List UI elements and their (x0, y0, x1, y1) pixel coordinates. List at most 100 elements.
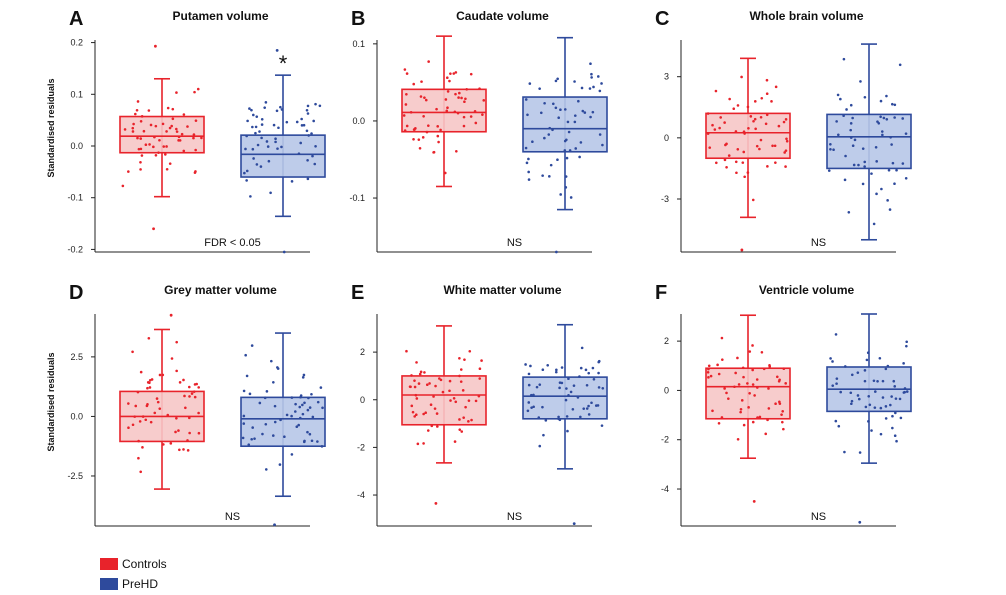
data-point (249, 195, 252, 198)
data-point (849, 122, 853, 125)
data-point (314, 102, 317, 106)
data-point (739, 410, 742, 414)
data-point (771, 144, 774, 148)
data-point (881, 133, 884, 137)
data-point (458, 374, 461, 378)
data-point (186, 125, 189, 128)
legend-swatch-controls (100, 558, 118, 570)
data-point (711, 409, 714, 413)
y-tick-label: 0.1 (70, 89, 83, 99)
data-point (197, 431, 201, 435)
data-point (578, 155, 581, 159)
data-point (767, 407, 771, 410)
data-point (737, 383, 741, 386)
box-prehd (240, 48, 326, 254)
significance-annotation: NS (811, 237, 826, 249)
data-point (441, 390, 445, 394)
data-point (842, 114, 845, 118)
data-point (263, 396, 267, 400)
data-point (430, 424, 434, 428)
data-point (850, 373, 854, 377)
data-point (136, 136, 139, 140)
data-point (319, 386, 323, 389)
data-point (780, 413, 783, 416)
data-point (248, 107, 251, 110)
data-point (601, 387, 605, 390)
data-point (294, 410, 297, 413)
data-point (139, 370, 143, 374)
data-point (753, 117, 757, 121)
panel-letter: B (351, 8, 365, 30)
panel-b: 0.1 0.0 -0.1 B Caudate volume NS (349, 8, 608, 254)
data-point (857, 163, 860, 167)
data-point (274, 137, 277, 141)
data-point (746, 105, 750, 109)
data-point (175, 127, 178, 131)
data-point (306, 177, 310, 181)
box-iqr (522, 96, 608, 153)
data-point (557, 116, 560, 120)
box-controls (705, 57, 791, 252)
data-point (717, 372, 721, 376)
data-point (188, 431, 191, 435)
data-point (300, 124, 304, 127)
box-controls (401, 35, 487, 188)
data-point (448, 379, 452, 383)
data-point (298, 416, 302, 420)
data-point (244, 147, 247, 151)
data-point (774, 402, 777, 406)
data-point (273, 420, 277, 424)
data-point (597, 75, 600, 78)
data-point (573, 114, 577, 117)
data-point (587, 413, 591, 416)
data-point (454, 400, 458, 404)
data-point (526, 113, 529, 117)
data-point (310, 439, 314, 443)
data-point (458, 356, 461, 360)
data-point (872, 379, 876, 383)
data-point (875, 160, 878, 163)
data-point (464, 405, 467, 409)
data-point (585, 383, 589, 387)
data-point (765, 92, 769, 96)
data-point (272, 380, 275, 384)
data-point (758, 147, 761, 151)
data-point (255, 163, 259, 166)
data-point (582, 407, 586, 410)
data-point (165, 130, 168, 133)
data-point (200, 136, 203, 140)
data-point (245, 169, 249, 173)
data-point (444, 98, 448, 101)
data-point (784, 382, 787, 385)
data-point (556, 77, 559, 81)
data-point (455, 149, 458, 153)
data-point (414, 413, 418, 417)
data-point (469, 115, 473, 118)
data-point (863, 160, 867, 164)
data-point (241, 436, 245, 440)
data-point (884, 417, 888, 420)
data-point (751, 420, 755, 424)
data-point (568, 149, 572, 152)
data-point (260, 136, 263, 140)
data-point (467, 420, 470, 423)
data-point (849, 128, 852, 132)
data-point (265, 140, 269, 143)
data-point (170, 357, 174, 360)
data-point (140, 154, 144, 157)
data-point (453, 110, 457, 114)
data-point (893, 434, 897, 438)
data-point (713, 128, 717, 131)
data-point (903, 387, 907, 390)
data-point (255, 115, 259, 118)
data-point (178, 381, 182, 384)
data-point (557, 417, 560, 421)
y-tick-label: 0.0 (70, 141, 83, 151)
data-point (192, 133, 196, 136)
data-point (781, 420, 784, 424)
data-point (301, 376, 305, 379)
data-point (563, 108, 567, 111)
data-point (879, 406, 883, 410)
data-point (753, 394, 756, 397)
data-point (269, 191, 272, 195)
